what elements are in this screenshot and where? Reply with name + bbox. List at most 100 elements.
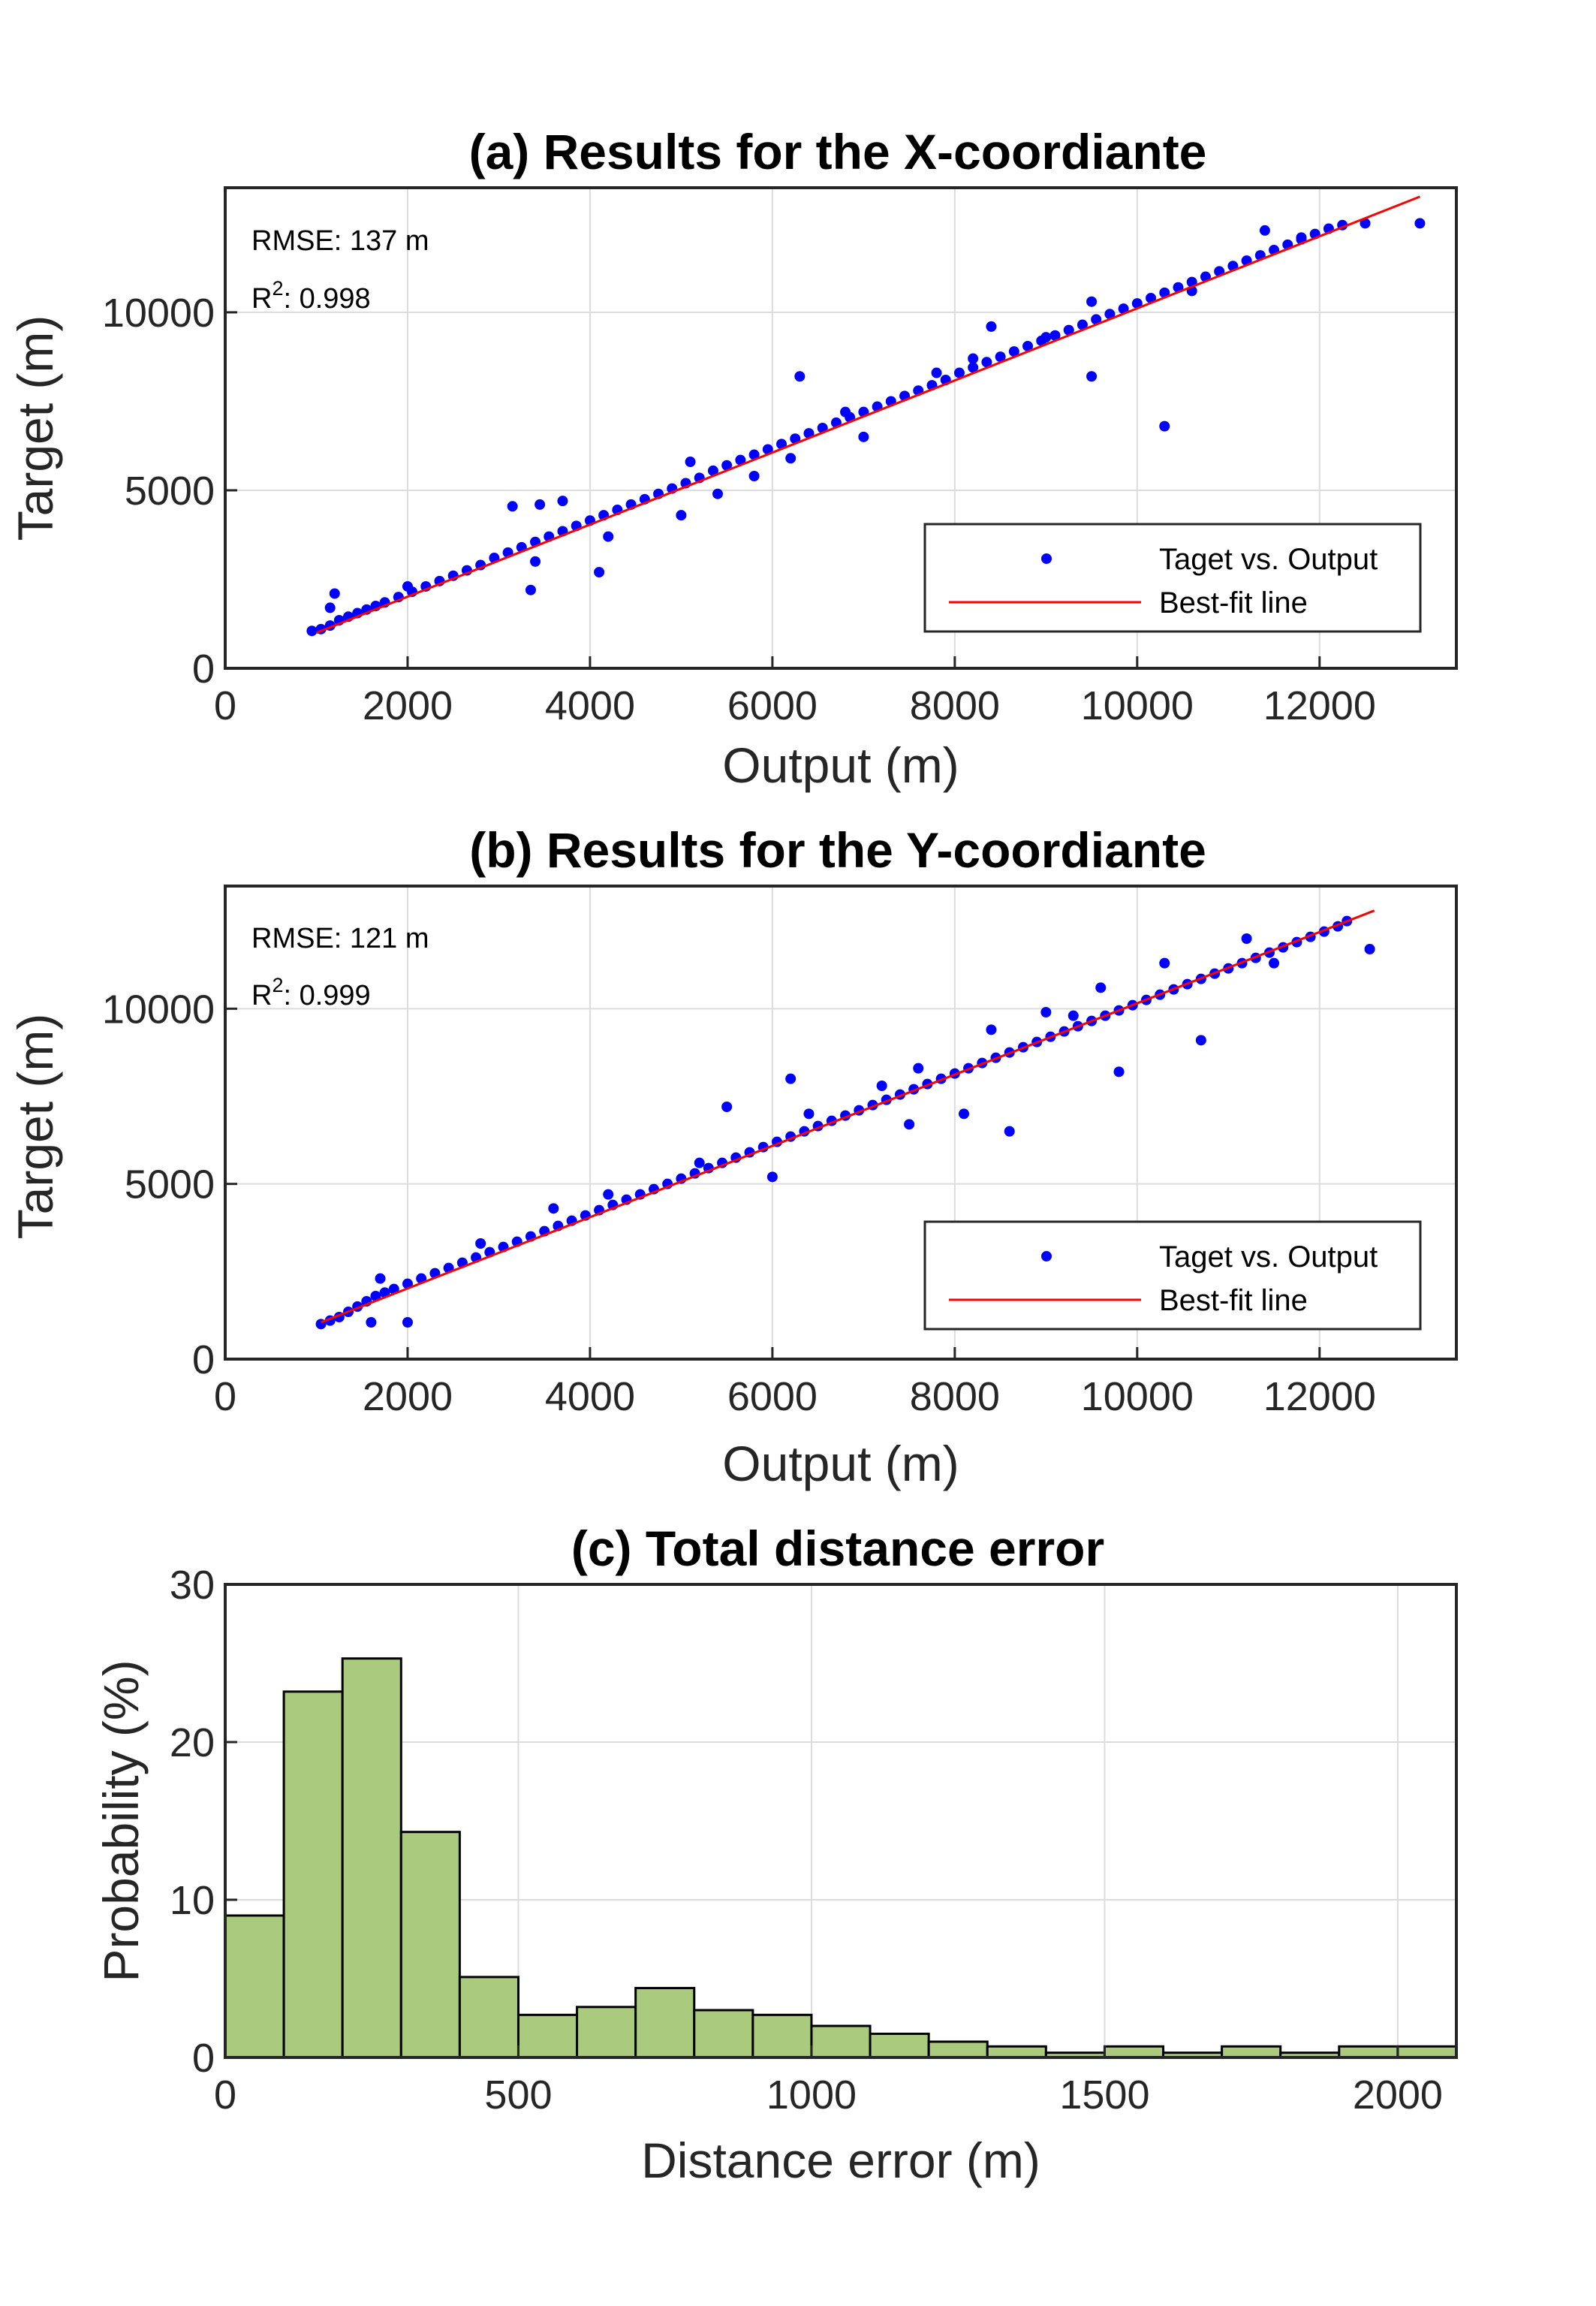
panel-c-xtick-label-3: 1500 [1059, 2072, 1149, 2118]
panel-b-xlabel: Output (m) [722, 1436, 959, 1491]
panel-a-point [594, 567, 605, 577]
panel-a-point [329, 588, 340, 599]
panel-a-r2-exp: 2 [272, 277, 283, 300]
panel-b-point [603, 1189, 614, 1200]
panel-c-marks [224, 1657, 1458, 2059]
panel-a-xlabel: Output (m) [722, 737, 959, 793]
panel-a-xtick-label-2: 4000 [545, 683, 635, 728]
panel-c-histogram-bar [693, 2009, 754, 2059]
panel-a-point [535, 499, 546, 510]
panel-a-point [1086, 371, 1098, 382]
panel-a-point [1360, 218, 1371, 229]
panel-c-xtick-label-0: 0 [214, 2072, 236, 2118]
panel-a-ytick-label-0: 0 [192, 647, 215, 692]
panel-c-histogram-bar [869, 2033, 930, 2059]
panel-b-xtick-label-4: 8000 [910, 1374, 1000, 1419]
panel-b-ticks: 0 2000 4000 6000 8000 10000 12000 0 5000 10000 [102, 987, 1376, 1419]
panel-a-point [762, 444, 773, 455]
panel-b-r2: R2: 0.999 [251, 974, 371, 1011]
panel-b-r2-base: R [251, 980, 272, 1011]
panel-a-r2-value: : 0.998 [283, 283, 370, 315]
panel-c-histogram-bar [1396, 2045, 1458, 2059]
panel-b-legend-box [923, 1220, 1422, 1331]
panel-a-xtick-label-5: 10000 [1081, 683, 1194, 728]
panel-b-point [402, 1317, 413, 1328]
panel-a-point [402, 580, 413, 592]
panel-c-histogram-bar [458, 1976, 519, 2059]
panel-b-xtick-label-3: 6000 [727, 1374, 818, 1419]
panel-c-ytick-label-3: 30 [170, 1563, 215, 1608]
panel-b-point [904, 1119, 915, 1130]
panel-a-xtick-label-3: 6000 [727, 683, 818, 728]
panel-b-rmse: RMSE: 121 m [251, 923, 429, 954]
panel-c-histogram-bar [751, 2013, 813, 2059]
panel-b-legend: Taget vs. Output Best-fit line [923, 1220, 1422, 1331]
panel-a-legend-box [923, 523, 1422, 633]
panel-a-point [1077, 319, 1088, 330]
panel-a-point [748, 471, 760, 481]
panel-c-histogram-bar [810, 2024, 872, 2059]
panel-c-distance-error: (c) Total distance error 0 500 1000 1500 200… [93, 1521, 1458, 2188]
panel-c-xtick-label-1: 500 [484, 2072, 552, 2118]
panel-a-point [507, 501, 518, 512]
panel-b-r2-value: : 0.999 [283, 980, 370, 1011]
panel-b-best-fit-line [321, 909, 1375, 1324]
panel-c-histogram-bar [1338, 2045, 1399, 2059]
panel-b-point [1113, 1066, 1125, 1078]
panel-b-point [370, 1291, 381, 1301]
panel-c-ylabel: Probability (%) [93, 1659, 149, 1982]
panel-b-point [375, 1273, 386, 1284]
panel-a-legend-scatter-label: Taget vs. Output [1159, 543, 1378, 576]
panel-a-point [931, 367, 942, 378]
panel-b-point [803, 1108, 815, 1120]
panel-c-xlabel: Distance error (m) [641, 2133, 1040, 2188]
panel-a-point [1131, 298, 1143, 309]
panel-a-point [1022, 340, 1034, 351]
panel-b-y-coordinate: (b) Results for the Y-coordiante 0 2000 40… [8, 822, 1458, 1491]
panel-c-histogram-bar [1221, 2045, 1282, 2059]
panel-b-legend-scatter-label: Taget vs. Output [1159, 1240, 1378, 1274]
panel-a-r2-base: R [251, 283, 272, 315]
panel-b-xtick-label-6: 12000 [1263, 1374, 1376, 1419]
panel-b-xtick-label-0: 0 [214, 1374, 236, 1419]
panel-c-histogram-bar [986, 2045, 1047, 2059]
panel-b-axes-frame [224, 885, 1458, 1361]
panel-a-point [1086, 296, 1098, 307]
panel-a-point [712, 488, 723, 499]
panel-a-r2: R2: 0.998 [251, 277, 371, 315]
panel-a-point [794, 371, 806, 382]
panel-a-xtick-label-0: 0 [214, 683, 236, 728]
panel-b-point [721, 1102, 733, 1112]
panel-b-point [785, 1073, 796, 1084]
panel-a-axes-frame [224, 186, 1458, 670]
panel-c-histogram-bar [399, 1831, 461, 2059]
panel-a-point [748, 449, 760, 460]
panel-a-point [306, 625, 318, 637]
panel-a-point [603, 531, 614, 542]
panel-c-ytick-label-1: 10 [170, 1878, 215, 1923]
panel-b-point [1004, 1126, 1015, 1137]
panel-a-rmse: RMSE: 137 m [251, 225, 429, 257]
panel-a-point [1040, 332, 1052, 343]
panel-a-point [1091, 314, 1102, 325]
panel-b-point [1364, 944, 1375, 954]
panel-a-point [953, 367, 965, 378]
panel-a-point [685, 457, 696, 468]
panel-c-histogram-bar [341, 1657, 402, 2059]
panel-a-ytick-label-1: 5000 [125, 469, 215, 514]
panel-b-legend-marker [1041, 1251, 1052, 1262]
panel-b-point [986, 1024, 997, 1035]
panel-b-r2-exp: 2 [272, 974, 283, 996]
panel-a-point [986, 321, 997, 332]
panel-b-point [1269, 957, 1280, 969]
panel-a-point [324, 602, 336, 613]
panel-c-histogram-bar [224, 1914, 285, 2059]
panel-a-title: (a) Results for the X-coordiante [469, 124, 1207, 179]
panel-a-ytick-label-2: 10000 [102, 291, 215, 336]
panel-c-xtick-label-2: 1000 [766, 2072, 857, 2118]
panel-b-point [366, 1317, 377, 1328]
panel-a-point [840, 406, 851, 417]
panel-c-histogram-bar [282, 1690, 344, 2059]
panel-a-point [968, 362, 979, 373]
